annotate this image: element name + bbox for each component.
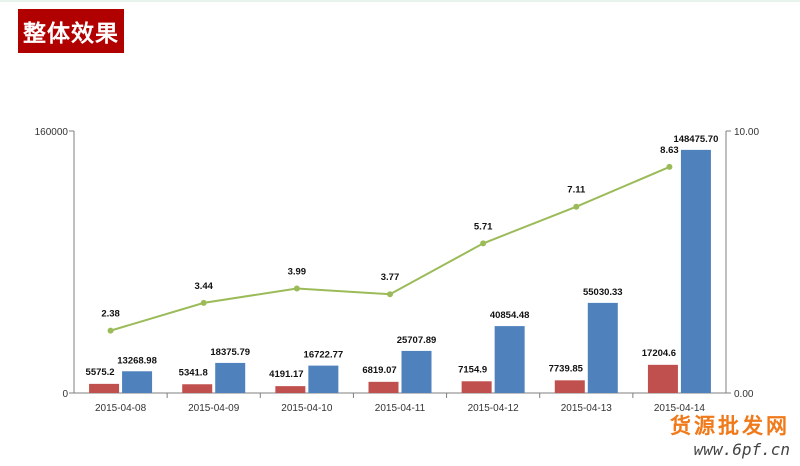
- bar-series1: [182, 384, 213, 393]
- data-label-series2: 148475.70: [673, 134, 718, 145]
- x-axis-tick-label: 2015-04-11: [375, 403, 426, 414]
- data-label-series3: 3.44: [194, 281, 213, 292]
- line-point: [573, 203, 580, 210]
- data-label-series2: 55030.33: [583, 287, 623, 298]
- bar-series2: [587, 302, 618, 393]
- watermark-text: 货源批发网: [670, 413, 790, 438]
- chart-bars: [89, 149, 711, 393]
- data-label-series2: 25707.89: [397, 335, 437, 346]
- bar-series2: [308, 365, 339, 393]
- line-point: [107, 327, 114, 334]
- bar-series1: [461, 381, 492, 393]
- line-point: [666, 163, 673, 170]
- line-point: [480, 240, 487, 247]
- page-title: 整体效果: [18, 9, 124, 53]
- line-series3: [110, 165, 670, 332]
- x-axis-tick-label: 2015-04-12: [468, 403, 520, 414]
- bar-series1: [647, 364, 678, 393]
- bar-series1: [275, 386, 306, 393]
- bar-series2: [122, 371, 153, 393]
- left-axis-tick-label: 160000: [35, 127, 69, 138]
- data-label-series1: 7739.85: [549, 363, 584, 374]
- watermark: 货源批发网 www.6pf.cn: [670, 410, 790, 459]
- data-label-series2: 13268.98: [117, 355, 157, 366]
- bar-series1: [554, 380, 585, 393]
- chart-line: [107, 163, 673, 334]
- data-label-series1: 7154.9: [458, 364, 487, 375]
- data-label-series3: 3.99: [288, 266, 307, 277]
- data-label-series2: 40854.48: [490, 310, 530, 321]
- x-axis-tick-label: 2015-04-08: [95, 403, 147, 414]
- right-axis-tick-label: 0.00: [734, 389, 754, 400]
- x-axis-tick-label: 2015-04-10: [281, 403, 333, 414]
- data-label-series1: 5575.2: [86, 367, 115, 378]
- line-point: [293, 285, 300, 292]
- x-axis-tick-label: 2015-04-09: [188, 403, 240, 414]
- bar-series2: [401, 350, 432, 393]
- data-label-series2: 18375.79: [210, 347, 250, 358]
- bar-series2: [494, 326, 525, 393]
- bar-series2: [215, 362, 246, 393]
- data-label-series1: 4191.17: [269, 369, 303, 380]
- data-label-series3: 2.38: [101, 309, 120, 320]
- data-label-series3: 7.11: [567, 185, 586, 196]
- watermark-url: www.6pf.cn: [693, 440, 790, 459]
- line-point: [387, 291, 393, 298]
- right-axis-tick-label: 10.00: [734, 127, 759, 138]
- x-axis-tick-label: 2015-04-14: [654, 403, 706, 414]
- data-label-series3: 3.77: [381, 272, 400, 283]
- data-label-series3: 8.63: [660, 145, 679, 156]
- data-label-series1: 17204.6: [642, 348, 676, 359]
- top-divider: [0, 0, 800, 2]
- data-label-series1: 6819.07: [362, 365, 396, 376]
- data-label-series1: 5341.8: [179, 367, 208, 378]
- bar-series1: [89, 383, 120, 393]
- line-point: [200, 299, 207, 306]
- x-axis-tick-label: 2015-04-13: [561, 403, 613, 414]
- data-label-series2: 16722.77: [304, 350, 344, 361]
- bar-series1: [368, 381, 399, 393]
- bar-series2: [680, 149, 711, 393]
- left-axis-tick-label: 0: [62, 389, 68, 400]
- data-label-series3: 5.71: [474, 221, 493, 232]
